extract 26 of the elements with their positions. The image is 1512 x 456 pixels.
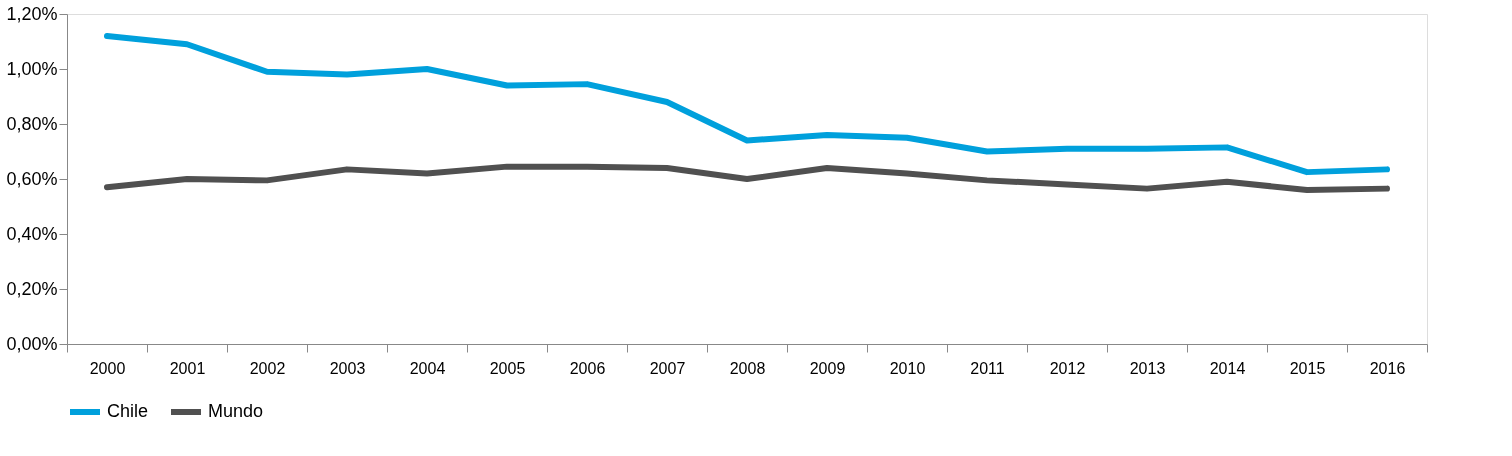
y-tick-label: 0,00% (6, 333, 58, 354)
y-tick-label: 0,20% (6, 278, 58, 299)
y-tick-label: 0,60% (6, 168, 58, 189)
x-tick-label: 2005 (489, 359, 526, 377)
x-tick-label: 2007 (649, 359, 686, 377)
x-tick-label: 2009 (809, 359, 846, 377)
x-tick-label: 2004 (409, 359, 446, 377)
x-tick-label: 2012 (1049, 359, 1086, 377)
x-tick-label: 2011 (970, 359, 1005, 377)
x-tick-label: 2000 (89, 359, 126, 377)
x-tick-label: 2013 (1129, 359, 1166, 377)
y-tick-label: 1,20% (6, 3, 58, 24)
x-tick-label: 2010 (889, 359, 926, 377)
x-tick-label: 2014 (1209, 359, 1246, 377)
y-tick-label: 0,40% (6, 223, 58, 244)
x-tick-label: 2015 (1289, 359, 1326, 377)
x-tick-label: 2003 (329, 359, 366, 377)
x-tick-label: 2008 (729, 359, 766, 377)
x-tick-label: 2016 (1369, 359, 1406, 377)
legend-label: Chile (107, 401, 149, 421)
y-tick-label: 0,80% (6, 113, 58, 134)
x-tick-label: 2002 (249, 359, 286, 377)
x-tick-label: 2001 (169, 359, 206, 377)
y-tick-label: 1,00% (6, 58, 58, 79)
x-tick-label: 2006 (569, 359, 606, 377)
legend-label: Mundo (208, 401, 264, 421)
